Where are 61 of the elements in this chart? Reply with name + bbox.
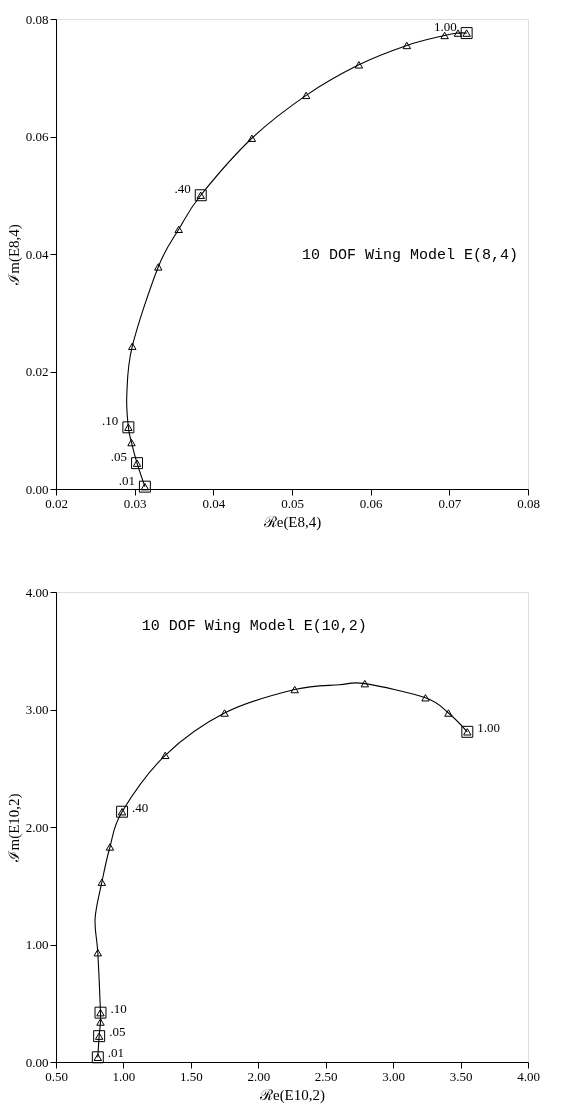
point [93,949,103,957]
point [421,694,430,702]
point [360,679,370,688]
y-tick-label: 0.04 [25,246,49,262]
y-tick-label: 0.00 [25,1054,49,1070]
annotation: .05 [109,1024,126,1040]
annotation: .10 [102,413,119,429]
x-tick-label: 2.00 [247,1068,271,1084]
annotation: 1.00 [477,719,501,735]
x-tick-label: 0.04 [202,495,226,511]
annotation: .01 [107,1045,125,1061]
y-tick-label: 0.02 [25,364,49,379]
x-tick-label: 0.05 [281,495,304,511]
point [440,31,449,40]
annotation: .40 [132,799,149,815]
point [127,438,136,447]
point [354,61,364,69]
x-tick-label: 1.00 [112,1068,136,1084]
point [290,685,299,694]
point [444,709,453,717]
annotation: .40 [174,181,191,197]
annotation: .05 [110,449,128,465]
x-tick-label: 0.06 [359,495,384,511]
y-tick-label: 0.08 [25,11,49,27]
annotation: .01 [118,472,135,488]
point [247,134,257,142]
y-axis-title: ℐm(E8,4) [5,224,23,286]
y-tick-label: 4.00 [25,584,49,600]
point [174,225,183,234]
x-tick-label: 3.50 [449,1068,473,1084]
point [128,342,137,350]
point [97,878,107,886]
y-axis-title: ℐm(E10,2) [5,793,23,863]
point [402,41,412,50]
annotation: .10 [110,1000,127,1016]
x-tick-label: 0.07 [438,495,462,511]
y-tick-label: 1.00 [25,937,49,952]
y-tick-label: 3.00 [25,702,49,717]
x-tick-label: 0.50 [45,1068,68,1084]
x-axis-title: ℛe(E8,4) [262,513,322,531]
x-tick-label: 1.50 [179,1068,203,1084]
text: 10 DOF Wing Model E(8,4) [301,247,519,264]
point [161,751,170,760]
x-tick-label: 0.02 [45,495,68,511]
x-tick-label: 0.08 [517,495,540,511]
y-tick-label: 2.00 [25,819,49,835]
point [96,1018,105,1026]
point [301,91,311,100]
point [220,709,229,717]
point [105,843,115,851]
text: 10 DOF Wing Model E(10,2) [141,617,367,635]
annotation: 1.00 [433,19,457,35]
x-axis-title: ℛe(E10,2) [258,1086,326,1104]
x-tick-label: 3.00 [382,1068,406,1084]
x-tick-label: 0.03 [123,495,147,511]
y-tick-label: 0.00 [25,481,49,497]
x-tick-label: 2.50 [314,1068,338,1084]
x-tick-label: 4.00 [517,1068,540,1084]
point [453,29,463,37]
point [154,263,163,271]
y-tick-label: 0.06 [25,129,49,144]
